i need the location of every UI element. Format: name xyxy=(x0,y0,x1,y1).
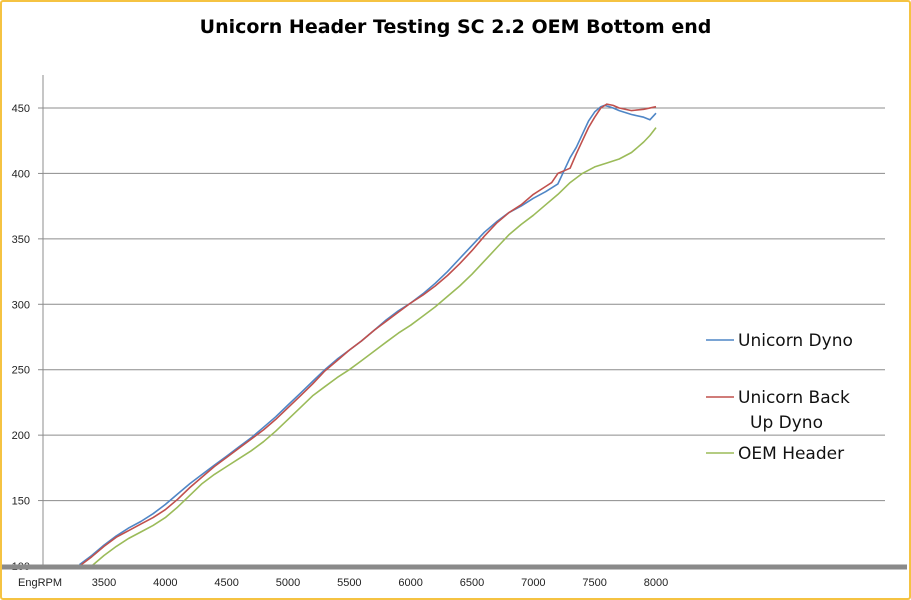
x-tick-label: 5000 xyxy=(276,577,300,589)
x-axis-ticks: 3500 4000 4500 5000 5500 6000 6500 7000 7500 8000 xyxy=(92,577,668,589)
x-tick-label: 6500 xyxy=(460,577,484,589)
y-tick-label: 450 xyxy=(12,103,30,115)
x-tick-label: 7500 xyxy=(582,577,606,589)
x-tick-label: 4000 xyxy=(153,577,177,589)
series-lines xyxy=(79,103,657,567)
y-tick-label: 200 xyxy=(12,430,30,442)
x-tick-label: 7000 xyxy=(521,577,545,589)
chart-title: Unicorn Header Testing SC 2.2 OEM Bottom… xyxy=(199,16,712,38)
series-line-2 xyxy=(79,127,657,567)
y-tick-label: 350 xyxy=(12,234,30,246)
grid-lines xyxy=(43,107,885,502)
legend-label: Unicorn Dyno xyxy=(738,331,853,351)
legend-label: OEM Header xyxy=(738,444,844,464)
x-tick-label: 5500 xyxy=(337,577,361,589)
y-tick-label: 150 xyxy=(12,496,30,508)
x-tick-label: 3500 xyxy=(92,577,116,589)
legend-label: Unicorn Back Up Dyno xyxy=(738,388,850,433)
y-tick-label: 250 xyxy=(12,365,30,377)
y-axis-ticks: 100150200250300350400450 xyxy=(12,103,43,573)
x-tick-label: 6000 xyxy=(398,577,422,589)
y-tick-label: 400 xyxy=(12,168,30,180)
series-line-1 xyxy=(79,103,657,567)
y-tick-label: 300 xyxy=(12,299,30,311)
x-tick-label: 8000 xyxy=(644,577,668,589)
x-tick-label: 4500 xyxy=(214,577,238,589)
x-axis-label: EngRPM xyxy=(18,577,62,589)
legend: Unicorn Dyno Unicorn Back Up Dyno OEM Heade… xyxy=(706,331,853,464)
